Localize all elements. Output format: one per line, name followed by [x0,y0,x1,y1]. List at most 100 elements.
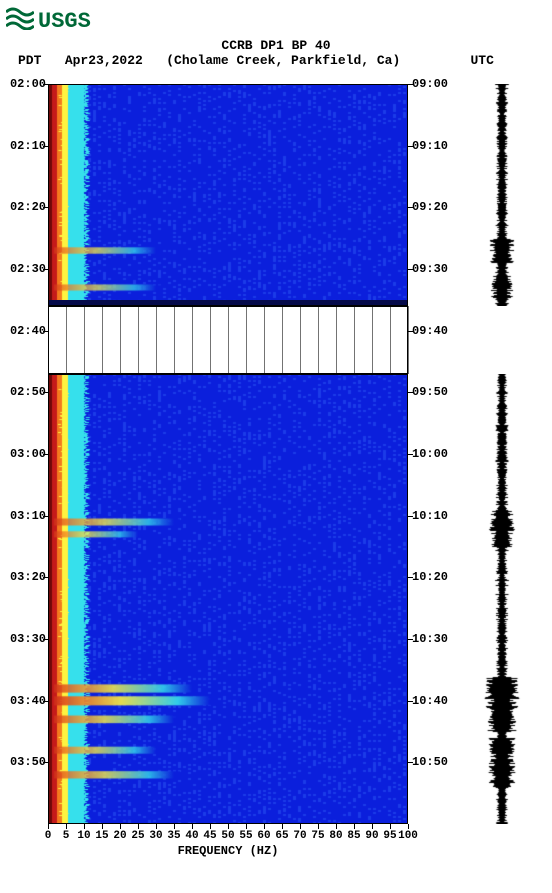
y-label-right: 10:50 [412,755,458,769]
y-tick [408,577,413,578]
x-label: 10 [74,830,94,842]
y-tick [43,146,48,147]
y-label-right: 10:40 [412,694,458,708]
x-tick [354,824,355,829]
y-tick [43,207,48,208]
x-label: 30 [146,830,166,842]
x-tick [156,824,157,829]
x-label: 25 [128,830,148,842]
y-tick [43,577,48,578]
x-label: 20 [110,830,130,842]
y-label-right: 09:30 [412,262,458,276]
seismogram-segment [472,374,532,824]
y-label-left: 03:50 [2,755,46,769]
y-label-left: 03:10 [2,509,46,523]
y-tick [408,84,413,85]
y-label-right: 09:10 [412,139,458,153]
x-tick [264,824,265,829]
x-tick [336,824,337,829]
y-label-left: 02:30 [2,262,46,276]
x-label: 80 [326,830,346,842]
y-tick [43,84,48,85]
y-tick [408,146,413,147]
y-label-left: 03:30 [2,632,46,646]
x-tick [120,824,121,829]
y-tick [408,392,413,393]
x-label: 90 [362,830,382,842]
x-label: 5 [56,830,76,842]
y-label-left: 03:40 [2,694,46,708]
tz-left-label: PDT [18,53,41,68]
x-axis-title: FREQUENCY (HZ) [48,844,408,858]
location-label: (Cholame Creek, Parkfield, Ca) [166,53,400,68]
x-label: 60 [254,830,274,842]
tz-right-label: UTC [471,53,494,68]
y-tick [43,639,48,640]
y-label-right: 09:20 [412,200,458,214]
seismogram-segment [472,84,532,306]
y-label-left: 03:20 [2,570,46,584]
y-label-right: 10:30 [412,632,458,646]
x-tick [210,824,211,829]
usgs-logo-text: USGS [38,9,91,34]
x-tick [174,824,175,829]
y-tick [408,701,413,702]
plot-border [48,374,408,824]
y-label-right: 09:00 [412,77,458,91]
x-label: 95 [380,830,400,842]
x-tick [138,824,139,829]
chart-subtitle: PDT Apr23,2022 (Cholame Creek, Parkfield… [0,53,552,68]
x-tick [408,824,409,829]
y-tick [43,516,48,517]
chart-header: CCRB DP1 BP 40 PDT Apr23,2022 (Cholame C… [0,38,552,68]
x-label: 15 [92,830,112,842]
y-tick [43,762,48,763]
x-label: 55 [236,830,256,842]
x-tick [66,824,67,829]
y-tick [408,454,413,455]
x-tick [372,824,373,829]
y-label-right: 10:00 [412,447,458,461]
x-label: 0 [38,830,58,842]
y-tick [43,701,48,702]
date-label: Apr23,2022 [65,53,143,68]
x-label: 50 [218,830,238,842]
y-label-left: 02:10 [2,139,46,153]
y-label-left: 02:40 [2,324,46,338]
y-label-left: 03:00 [2,447,46,461]
x-label: 75 [308,830,328,842]
usgs-logo: USGS [6,6,91,37]
x-tick [318,824,319,829]
x-label: 45 [200,830,220,842]
x-tick [246,824,247,829]
x-tick [84,824,85,829]
usgs-wave-icon [6,6,34,37]
y-tick [408,639,413,640]
y-tick [408,269,413,270]
x-tick [300,824,301,829]
y-label-left: 02:50 [2,385,46,399]
y-tick [43,331,48,332]
x-label: 70 [290,830,310,842]
x-tick [102,824,103,829]
y-label-right: 09:40 [412,324,458,338]
x-tick [228,824,229,829]
gap-border [48,306,408,374]
y-label-right: 09:50 [412,385,458,399]
y-tick [408,207,413,208]
y-tick [43,454,48,455]
y-label-left: 02:20 [2,200,46,214]
x-label: 85 [344,830,364,842]
y-label-right: 10:10 [412,509,458,523]
x-label: 65 [272,830,292,842]
y-tick [43,269,48,270]
x-tick [192,824,193,829]
chart-title: CCRB DP1 BP 40 [0,38,552,53]
x-label: 35 [164,830,184,842]
y-label-left: 02:00 [2,77,46,91]
x-tick [390,824,391,829]
grid-line [408,306,409,374]
y-tick [408,331,413,332]
x-label: 40 [182,830,202,842]
y-tick [408,516,413,517]
